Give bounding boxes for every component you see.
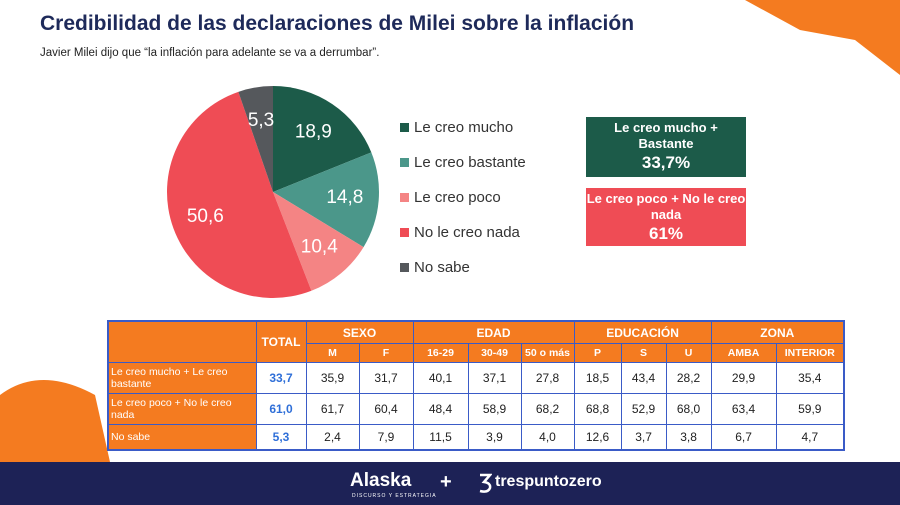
header-row: TOTAL SEXO EDAD EDUCACIÓN ZONA (107, 320, 845, 363)
subtitle: Javier Milei dijo que “la inflación para… (40, 47, 380, 59)
cell: 3,8 (665, 424, 712, 451)
slice-label: 10,4 (301, 236, 338, 257)
cell: 68,2 (520, 393, 575, 425)
data-row: No sabe 5,3 2,4 7,9 11,5 3,9 4,0 12,6 3,7 3,8 6,7 4… (107, 424, 845, 451)
pie-chart: 18,9 Le creo mucho 14,8 Le creo bastante 10,… (167, 86, 526, 298)
legend-swatch (400, 123, 409, 132)
cell: 35,9 (305, 362, 360, 394)
cell: 28,2 (665, 362, 712, 394)
title: Credibilidad de las declaraciones de Mil… (40, 12, 635, 35)
column-header: F (358, 343, 414, 363)
group-header: EDUCACIÓN (573, 320, 712, 344)
plus: + (440, 471, 452, 493)
cell: 12,6 (573, 424, 622, 451)
cell: 3,9 (467, 424, 522, 451)
cell: 48,4 (412, 393, 469, 425)
subheader-row: M F 16-29 30-49 50 o más P S U AMBA INTERIOR (108, 343, 845, 363)
column-header: S (620, 343, 667, 363)
column-header: P (573, 343, 622, 363)
legend-swatch (400, 228, 409, 237)
column-header: AMBA (710, 343, 777, 363)
group-header: ZONA (710, 320, 845, 344)
corner-cell (107, 320, 257, 363)
column-header: 30-49 (467, 343, 522, 363)
cell: 11,5 (412, 424, 469, 451)
cell: 2,4 (305, 424, 360, 451)
column-header: M (305, 343, 360, 363)
column-header: 16-29 (412, 343, 469, 363)
group-header: SEXO (305, 320, 414, 344)
footer: Alaska DISCURSO Y ESTRATEGIA + trespunto… (0, 462, 900, 505)
total-cell: 5,3 (255, 424, 307, 451)
cell: 35,4 (775, 362, 845, 394)
cell: 29,9 (710, 362, 777, 394)
cell: 18,5 (573, 362, 622, 394)
cell: 63,4 (710, 393, 777, 425)
legend-label: No sabe (414, 259, 470, 276)
cell: 40,1 (412, 362, 469, 394)
cell: 4,0 (520, 424, 575, 451)
legend-swatch (400, 158, 409, 167)
cell: 52,9 (620, 393, 667, 425)
cell: 37,1 (467, 362, 522, 394)
summary-label: Le creo mucho + Bastante (614, 120, 718, 151)
cell: 27,8 (520, 362, 575, 394)
slice-label: 14,8 (326, 187, 363, 208)
pie-slice (273, 152, 379, 248)
partner-icon (479, 473, 492, 493)
column-header: INTERIOR (775, 343, 845, 363)
corner-shape (745, 0, 900, 75)
cell: 4,7 (775, 424, 845, 451)
slice-label: 50,6 (187, 206, 224, 227)
cell: 60,4 (358, 393, 414, 425)
cell: 43,4 (620, 362, 667, 394)
brand: Alaska (350, 470, 412, 491)
pie-slice (238, 86, 273, 192)
cell: 58,9 (467, 393, 522, 425)
pie-slice (273, 192, 364, 291)
total-cell: 61,0 (255, 393, 307, 425)
data-table: TOTAL SEXO EDAD EDUCACIÓN ZONA M F 16-29 30-49 50… (107, 320, 846, 451)
legend-label: Le creo bastante (414, 154, 526, 171)
data-row: Le creo poco + No le creo nada 61,0 61,7 60… (107, 393, 845, 425)
corner-shape (0, 380, 110, 462)
partner: trespuntozero (495, 473, 602, 490)
legend-label: Le creo mucho (414, 119, 513, 136)
summary-box: Le creo mucho + Bastante 33,7% (586, 117, 746, 177)
total-cell: 33,7 (255, 362, 307, 394)
cell: 61,7 (305, 393, 360, 425)
legend-swatch (400, 193, 409, 202)
tagline: DISCURSO Y ESTRATEGIA (352, 493, 437, 499)
row-label: Le creo mucho + Le creo bastante (107, 362, 257, 394)
legend-label: No le creo nada (414, 224, 521, 241)
summary-label: Le creo poco + No le creo nada (586, 191, 746, 222)
row-label: Le creo poco + No le creo nada (107, 393, 257, 425)
total-header: TOTAL (255, 320, 307, 363)
slice-label: 5,3 (248, 110, 274, 131)
cell: 3,7 (620, 424, 667, 451)
row-label: No sabe (107, 424, 257, 451)
slice-label: 18,9 (295, 121, 332, 142)
pie-slice (273, 86, 372, 192)
summary-value: 61% (648, 224, 684, 243)
summary-box: Le creo poco + No le creo nada 61% (586, 188, 746, 246)
legend-label: Le creo poco (414, 189, 501, 206)
summary-value: 33,7% (641, 153, 691, 172)
cell: 7,9 (358, 424, 414, 451)
data-row: Le creo mucho + Le creo bastante 33,7 35,9… (107, 362, 845, 394)
cell: 6,7 (710, 424, 777, 451)
cell: 68,0 (665, 393, 712, 425)
pie-slice (167, 91, 312, 298)
legend-swatch (400, 263, 409, 272)
column-header: U (665, 343, 712, 363)
column-header: 50 o más (520, 343, 575, 363)
cell: 59,9 (775, 393, 845, 425)
cell: 31,7 (358, 362, 414, 394)
cell: 68,8 (573, 393, 622, 425)
group-header: EDAD (412, 320, 575, 344)
